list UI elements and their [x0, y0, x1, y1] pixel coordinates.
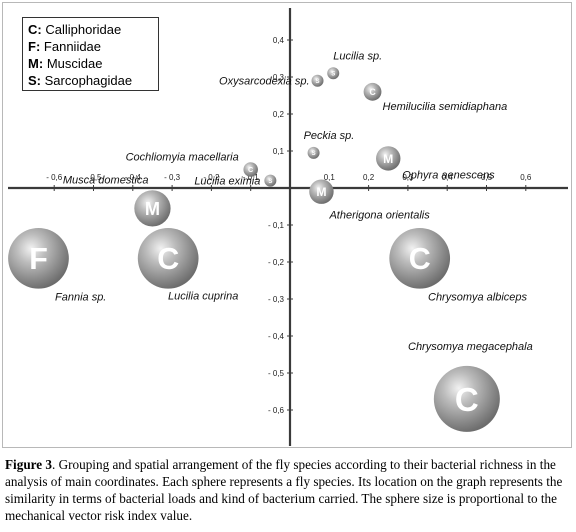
legend-item-c: C: Calliphoridae: [28, 22, 122, 37]
x-tick-label: - 0,1: [243, 173, 260, 182]
legend-code: F: [28, 39, 36, 54]
scatter-chart: - 0,6 - 0,5 - 0,4 - 0,3 - 0,2 - 0,1 0,1 0,2 0,3 0…: [8, 8, 568, 446]
x-tick-label: 0,2: [363, 173, 375, 182]
sphere-family-letter: S: [331, 71, 335, 77]
y-tick-label: 0,3: [273, 73, 285, 82]
legend-item-f: F: Fanniidae: [28, 39, 102, 54]
legend-label: Sarcophagidae: [44, 73, 133, 88]
sphere-marker: [8, 227, 69, 289]
point-label: Peckia sp.: [304, 130, 355, 142]
sphere-marker: [307, 146, 320, 159]
point-label: Ophyra aenescens: [402, 169, 495, 181]
point-label: Lucilia eximia: [194, 176, 260, 188]
sphere-family-letter: S: [316, 79, 320, 85]
data-point: F Fannia sp.: [8, 227, 106, 304]
sphere-marker: [327, 67, 340, 80]
point-label: Lucilia sp.: [333, 50, 382, 62]
x-tick-label: 0,5: [481, 173, 493, 182]
y-tick-label: - 0,1: [268, 221, 285, 230]
data-point: S Peckia sp.: [304, 130, 355, 159]
data-point: S Oxysarcodexia sp.: [219, 74, 324, 88]
x-tick-label: - 0,4: [125, 173, 142, 182]
sphere-family-letter: S: [312, 151, 316, 157]
sphere-marker: [243, 162, 258, 177]
point-label: Chrysomya albiceps: [428, 292, 528, 304]
sphere-family-letter: M: [383, 152, 393, 166]
sphere-marker: [137, 227, 199, 289]
x-tick-label: 0,4: [442, 173, 454, 182]
legend-code: C: [28, 22, 38, 37]
legend-code: S: [28, 73, 37, 88]
point-label: Hemilucilia semidiaphana: [383, 101, 508, 113]
legend-item-m: M: Muscidae: [28, 56, 103, 71]
data-point: C Chrysomya megacephala: [408, 341, 533, 432]
y-tick-label: 0,2: [273, 110, 285, 119]
sphere-marker: [363, 82, 382, 101]
sphere-marker: [311, 74, 324, 87]
data-point: S Lucilia sp.: [327, 50, 382, 80]
point-label: Atherigona orientalis: [328, 210, 430, 222]
sphere-family-letter: C: [248, 165, 254, 174]
y-tick-label: 0,1: [273, 147, 285, 156]
y-tick-label: 0,4: [273, 36, 285, 45]
x-tick-label: - 0,3: [164, 173, 181, 182]
x-tick-label: - 0,6: [46, 173, 63, 182]
x-tick-label: 0,1: [324, 173, 336, 182]
point-label: Lucilia cuprina: [168, 291, 238, 303]
point-label: Fannia sp.: [55, 292, 106, 304]
legend-label: Fanniidae: [43, 39, 102, 54]
data-point: C Hemilucilia semidiaphana: [363, 82, 508, 113]
data-point: C Cochliomyia macellaria: [126, 152, 258, 177]
sphere-family-letter: C: [409, 242, 431, 276]
legend: C: Calliphoridae F: Fanniidae M: Muscida…: [22, 17, 159, 91]
sphere-family-letter: S: [268, 179, 272, 185]
sphere-marker: [376, 146, 401, 171]
data-point: M Ophyra aenescens: [376, 146, 495, 181]
sphere-family-letter: C: [369, 87, 376, 97]
point-label: Chrysomya megacephala: [408, 341, 533, 353]
x-tick-label: - 0,2: [203, 173, 220, 182]
x-tick-label: 0,6: [520, 173, 532, 182]
y-tick-label: - 0,6: [268, 406, 285, 415]
sphere-marker: [264, 174, 277, 187]
legend-item-s: S: Sarcophagidae: [28, 73, 133, 88]
sphere-family-letter: M: [316, 185, 326, 199]
caption-text: . Grouping and spatial arrangement of th…: [5, 457, 563, 523]
y-tick-label: - 0,4: [268, 332, 285, 341]
point-label: Musca domestica: [63, 174, 149, 186]
figure-caption: Figure 3. Grouping and spatial arrangeme…: [5, 456, 571, 524]
data-point: C Chrysomya albiceps: [389, 227, 528, 304]
legend-label: Calliphoridae: [45, 22, 122, 37]
sphere-marker: [134, 190, 171, 227]
caption-label: Figure 3: [5, 457, 53, 472]
sphere-family-letter: C: [455, 381, 479, 418]
sphere-family-letter: C: [157, 242, 179, 276]
x-tick-label: - 0,5: [85, 173, 102, 182]
figure-frame: [2, 2, 572, 448]
y-tick-label: - 0,5: [268, 369, 285, 378]
legend-label: Muscidae: [46, 56, 103, 71]
point-label: Oxysarcodexia sp.: [219, 76, 309, 88]
data-point: S Lucilia eximia: [194, 174, 277, 188]
sphere-family-letter: M: [145, 199, 160, 219]
x-tick-label: 0,3: [402, 173, 414, 182]
point-label: Cochliomyia macellaria: [126, 152, 239, 164]
y-tick-label: - 0,2: [268, 258, 285, 267]
data-point: C Lucilia cuprina: [137, 227, 238, 303]
y-tick-label: - 0,3: [268, 295, 285, 304]
sphere-family-letter: F: [29, 242, 48, 276]
sphere-marker: [389, 227, 451, 289]
data-point: M Musca domestica: [63, 174, 171, 227]
sphere-marker: [309, 179, 334, 204]
sphere-marker: [433, 365, 500, 432]
legend-code: M: [28, 56, 39, 71]
